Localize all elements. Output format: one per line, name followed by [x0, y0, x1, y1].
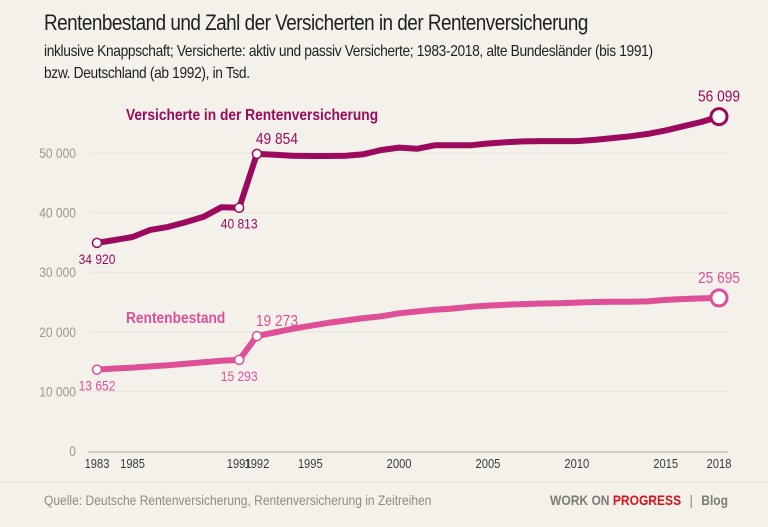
series-line-0 [94, 113, 722, 246]
x-tick-label: 2015 [653, 456, 678, 471]
y-tick-label: 0 [69, 443, 76, 459]
data-point-marker [233, 354, 245, 366]
data-label: 40 813 [221, 216, 258, 232]
data-label: 19 273 [256, 312, 298, 330]
subtitle-line-1: inklusive Knappschaft; Versicherte: akti… [44, 43, 653, 60]
data-label: 34 920 [79, 251, 116, 267]
data-point-marker [91, 237, 103, 249]
data-label: 56 099 [698, 88, 740, 106]
data-point-marker [709, 107, 729, 127]
brand-suffix: Blog [701, 492, 728, 508]
x-tick-label: 2005 [476, 456, 501, 471]
chart-subtitle: inklusive Knappschaft; Versicherte: akti… [44, 41, 653, 85]
source-note: Quelle: Deutsche Rentenversicherung, Ren… [44, 492, 432, 508]
data-label: 49 854 [256, 130, 298, 148]
series-label-rentenbestand: Rentenbestand [126, 309, 225, 327]
y-tick-label: 10 000 [39, 384, 76, 400]
x-tick-label: 1991 [227, 456, 252, 471]
series-label-versicherte: Versicherte in der Rentenversicherung [126, 106, 378, 124]
subtitle-line-2: bzw. Deutschland (ab 1992), in Tsd. [44, 65, 250, 82]
data-point-marker [251, 148, 263, 160]
y-tick-label: 40 000 [39, 205, 76, 221]
data-label: 25 695 [698, 269, 740, 287]
x-tick-label: 1995 [298, 456, 323, 471]
data-point-marker [251, 330, 263, 342]
data-point-marker [233, 202, 245, 214]
data-point-marker [91, 364, 103, 375]
y-tick-label: 20 000 [39, 324, 76, 340]
x-tick-label: 2010 [564, 456, 589, 471]
x-tick-label: 1985 [120, 456, 145, 471]
y-axis-ticks: 0 10 000 20 000 30 000 40 000 50 000 [39, 145, 76, 459]
brand-logo[interactable]: WORK ON PROGRESS | Blog [550, 492, 728, 508]
x-tick-label: 2000 [387, 456, 412, 471]
brand-part-1: WORK ON [549, 492, 610, 508]
series-group: 34 920 40 813 49 854 56 099 13 652 15 293 19 2… [79, 88, 740, 394]
series-line-1 [94, 294, 722, 373]
brand-separator: | [689, 492, 693, 508]
data-point-marker [709, 288, 729, 308]
x-tick-label: 1983 [85, 456, 110, 471]
y-tick-label: 30 000 [39, 264, 76, 280]
x-tick-label: 1992 [245, 456, 270, 471]
chart-title: Rentenbestand und Zahl der Versicherten … [44, 10, 588, 35]
y-tick-label: 50 000 [39, 145, 76, 161]
data-label: 15 293 [221, 368, 258, 384]
x-tick-label: 2018 [707, 456, 732, 471]
footer-divider [0, 482, 768, 483]
gridlines [90, 152, 728, 392]
data-label: 13 652 [79, 378, 116, 394]
brand-part-2: PROGRESS [612, 492, 682, 508]
